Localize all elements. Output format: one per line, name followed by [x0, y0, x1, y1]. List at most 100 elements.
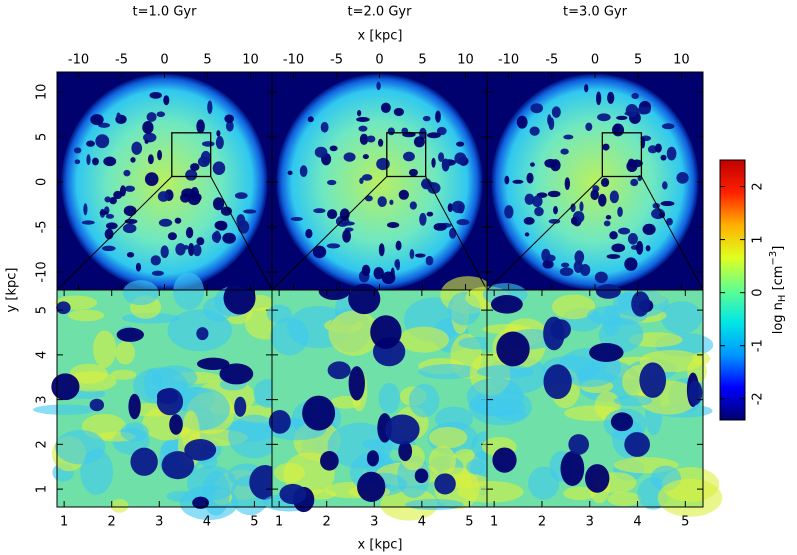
label-part: log n [771, 302, 786, 334]
void [598, 193, 607, 207]
void [559, 267, 574, 276]
zoom-line [271, 176, 388, 291]
void [327, 209, 338, 220]
void [386, 221, 400, 229]
void [568, 434, 590, 455]
patch [408, 383, 440, 418]
void [456, 141, 465, 147]
void [243, 209, 257, 214]
patch [563, 486, 596, 501]
y-tick-label: 0 [35, 178, 50, 186]
void [200, 150, 211, 165]
void [584, 84, 589, 93]
void [299, 165, 308, 178]
void [213, 230, 221, 244]
void [90, 114, 104, 126]
patch [115, 341, 136, 365]
void [585, 122, 593, 132]
void [512, 179, 524, 184]
void [56, 301, 71, 315]
patch [68, 309, 105, 322]
colorbar-tick-label: 2 [751, 182, 766, 190]
colorbar-tick-label: -1 [751, 339, 766, 352]
void [543, 364, 572, 400]
void [414, 468, 429, 484]
label-part: ] [771, 246, 786, 251]
y-tick-label: 3 [35, 395, 50, 403]
void [530, 162, 535, 167]
void [103, 156, 117, 167]
x-tick-label: -10 [498, 53, 519, 68]
y-tick-label: 2 [35, 440, 50, 448]
void [426, 211, 434, 217]
void [101, 245, 116, 252]
x-tick-label: 0 [160, 53, 168, 68]
void [104, 196, 111, 203]
void [86, 140, 95, 147]
void [343, 152, 356, 162]
void [161, 451, 195, 480]
x-tick-label: 10 [242, 53, 259, 68]
patch [120, 422, 149, 442]
void [618, 227, 631, 235]
void [688, 380, 703, 406]
void [655, 143, 662, 153]
void [190, 163, 200, 171]
patch [328, 310, 380, 356]
void [95, 134, 110, 149]
void [425, 255, 434, 266]
void [435, 110, 441, 123]
void [524, 232, 530, 237]
void [660, 154, 667, 161]
void [207, 100, 213, 114]
void [362, 154, 369, 160]
label-part: [cm [771, 266, 786, 295]
void [624, 257, 638, 271]
patch [477, 365, 535, 379]
void [320, 121, 329, 133]
void [661, 123, 675, 130]
zoom-box [171, 132, 212, 178]
void [318, 282, 351, 300]
void [158, 218, 173, 227]
void [600, 177, 610, 187]
patch [657, 478, 723, 517]
disk [276, 73, 483, 290]
patch [434, 406, 473, 431]
colorbar-label: log nH [cm−3] [768, 246, 788, 335]
patch [428, 446, 457, 476]
void [342, 229, 352, 243]
x-tick-label: 5 [203, 53, 211, 68]
void [431, 157, 436, 168]
y-tick-label: 5 [35, 306, 50, 314]
void [438, 152, 445, 162]
void [268, 410, 291, 434]
void [359, 177, 364, 184]
void [370, 315, 402, 349]
void [403, 151, 415, 162]
void [574, 250, 585, 264]
void [597, 113, 611, 122]
void [563, 134, 574, 140]
void [185, 227, 194, 239]
void [387, 127, 395, 136]
void [180, 192, 191, 203]
void [451, 200, 465, 214]
x-tick-label: 4 [633, 515, 641, 530]
void [398, 189, 409, 200]
void [630, 159, 643, 168]
void [287, 170, 293, 176]
void [545, 254, 556, 262]
void [92, 157, 99, 166]
patch [617, 292, 636, 308]
void [560, 148, 569, 155]
void [393, 107, 405, 117]
x-tick-label: 10 [673, 53, 690, 68]
x-tick-label: 4 [418, 515, 426, 530]
void [630, 178, 639, 187]
void [184, 439, 217, 461]
void [149, 91, 162, 99]
void [105, 222, 118, 230]
zoom-line [640, 176, 704, 291]
